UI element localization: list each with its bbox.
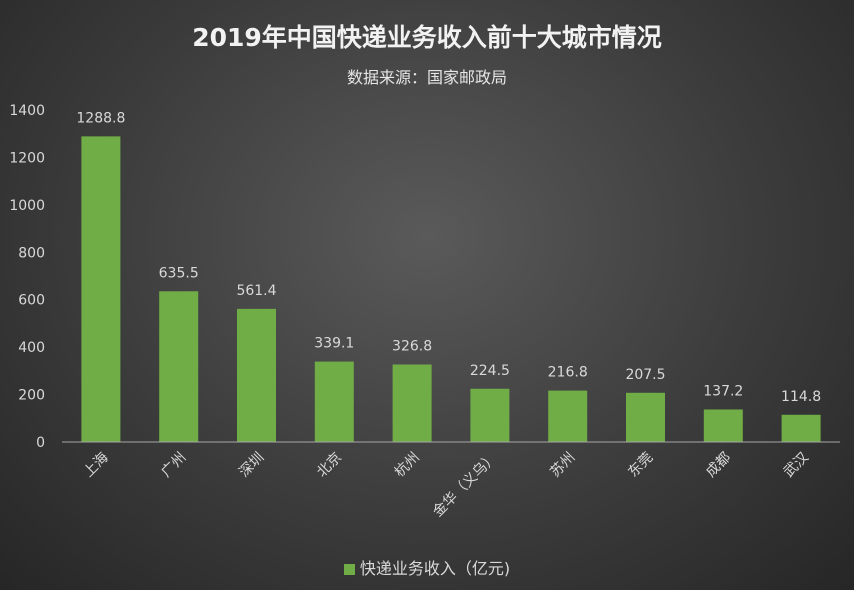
data-label: 326.8: [392, 339, 432, 355]
x-tick-label: 杭州: [392, 450, 423, 481]
chart-title: 2019年中国快递业务收入前十大城市情况: [192, 23, 662, 52]
data-label: 561.4: [236, 283, 276, 299]
data-label: 207.5: [625, 367, 665, 383]
y-tick-label: 1000: [9, 198, 45, 214]
x-tick-label: 北京: [314, 450, 345, 481]
bar: [470, 388, 510, 442]
bar: [314, 361, 354, 442]
bar: [392, 364, 432, 442]
x-tick-label: 苏州: [547, 450, 578, 481]
bar: [548, 390, 588, 442]
data-label: 635.5: [159, 265, 199, 281]
y-tick-label: 1200: [9, 150, 45, 166]
bar: [159, 291, 199, 442]
legend[interactable]: 快递业务收入（亿元): [0, 555, 854, 579]
legend-swatch: [343, 564, 355, 575]
bar: [703, 409, 743, 442]
y-tick-label: 0: [36, 435, 45, 451]
bar: [81, 136, 121, 442]
x-tick-label: 成都: [703, 450, 734, 481]
y-tick-label: 600: [18, 293, 45, 309]
x-tick-label: 广州: [158, 450, 189, 481]
legend-label: 快递业务收入（亿元): [359, 559, 511, 578]
data-label: 137.2: [703, 383, 743, 399]
x-tick-label: 深圳: [236, 450, 267, 481]
data-label: 216.8: [548, 365, 588, 381]
bar: [237, 308, 276, 442]
data-label: 224.5: [470, 363, 510, 379]
x-tick-label: 上海: [81, 450, 112, 481]
y-tick-label: 800: [18, 245, 45, 261]
y-tick-label: 400: [18, 340, 45, 356]
bar: [781, 414, 821, 442]
y-tick-label: 1400: [9, 103, 45, 119]
data-label: 339.1: [314, 336, 354, 352]
x-tick-label: 东莞: [625, 450, 656, 481]
data-label: 114.8: [781, 389, 821, 405]
x-tick-label: 武汉: [781, 450, 812, 481]
y-tick-label: 200: [18, 388, 45, 404]
x-tick-label: 金华（义乌）: [430, 450, 501, 521]
chart-subtitle: 数据来源：国家邮政局: [346, 68, 507, 87]
bar: [626, 392, 665, 442]
data-label: 1288.8: [76, 110, 125, 126]
